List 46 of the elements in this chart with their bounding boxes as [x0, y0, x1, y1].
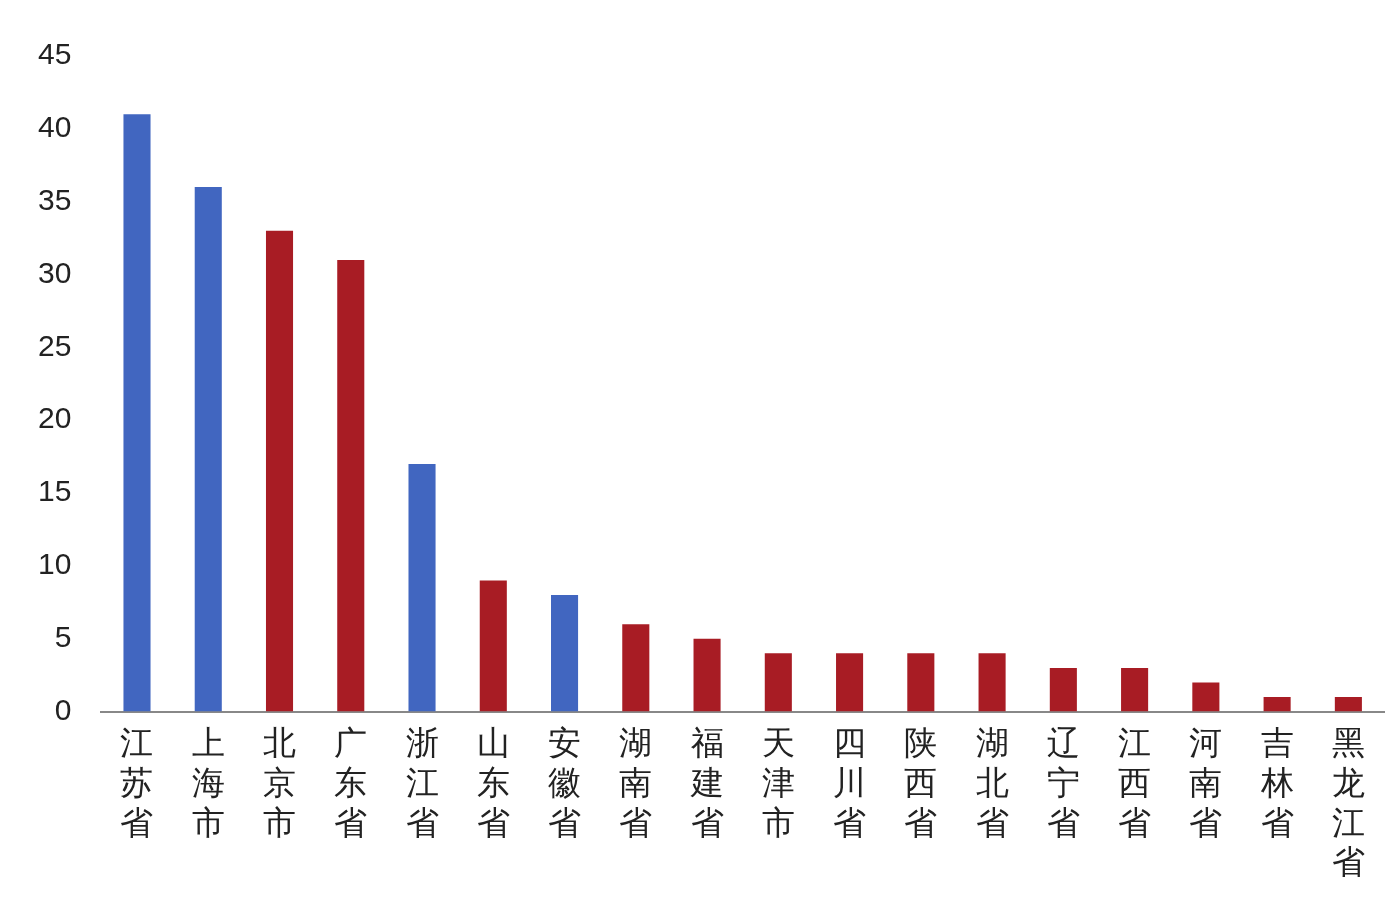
bar [265, 230, 294, 712]
x-tick-label: 湖南省 [619, 724, 653, 841]
y-tick-label: 20 [37, 401, 72, 435]
bar [907, 653, 935, 712]
bar [1121, 667, 1149, 712]
x-tick-label: 北京市 [263, 724, 297, 841]
bar [978, 653, 1006, 712]
bar [622, 624, 650, 712]
y-tick-label: 40 [37, 110, 72, 144]
bar [1334, 697, 1362, 712]
x-tick-label: 福建省 [689, 724, 724, 841]
y-tick-label: 0 [54, 692, 72, 726]
bar [1192, 682, 1220, 712]
bar [836, 653, 864, 712]
x-tick-label: 浙江省 [405, 724, 439, 841]
x-tick-label: 江苏省 [120, 724, 154, 841]
y-tick-label: 35 [37, 182, 72, 216]
bar [123, 114, 151, 712]
y-tick-label: 15 [37, 474, 72, 508]
x-tick-label: 广东省 [334, 724, 368, 841]
y-tick-label: 10 [37, 547, 72, 581]
x-tick-label: 吉林省 [1259, 724, 1294, 841]
x-tick-label: 陕西省 [904, 724, 938, 841]
y-tick-label: 45 [37, 37, 72, 71]
y-tick-label: 5 [54, 620, 72, 654]
bar [479, 580, 507, 712]
bar [1049, 667, 1077, 712]
x-tick-label: 江西省 [1118, 724, 1152, 841]
bar [764, 653, 792, 712]
x-tick-label: 四川省 [833, 724, 867, 841]
bar [337, 259, 365, 712]
x-tick-label: 黑龙江省 [1331, 724, 1365, 881]
bar [551, 595, 579, 712]
x-tick-label: 上海市 [191, 724, 225, 841]
bar [408, 463, 436, 712]
x-tick-label: 辽宁省 [1046, 724, 1080, 841]
x-tick-label: 山东省 [476, 724, 510, 841]
x-tick-label: 安徽省 [548, 724, 582, 841]
bar [1263, 697, 1291, 712]
y-tick-label: 25 [37, 328, 72, 362]
bar [693, 638, 721, 712]
x-tick-label: 河南省 [1189, 724, 1223, 841]
bar [194, 187, 222, 712]
x-tick-label: 天津市 [761, 724, 795, 841]
x-tick-label: 湖北省 [975, 724, 1009, 841]
y-tick-label: 30 [37, 255, 72, 289]
